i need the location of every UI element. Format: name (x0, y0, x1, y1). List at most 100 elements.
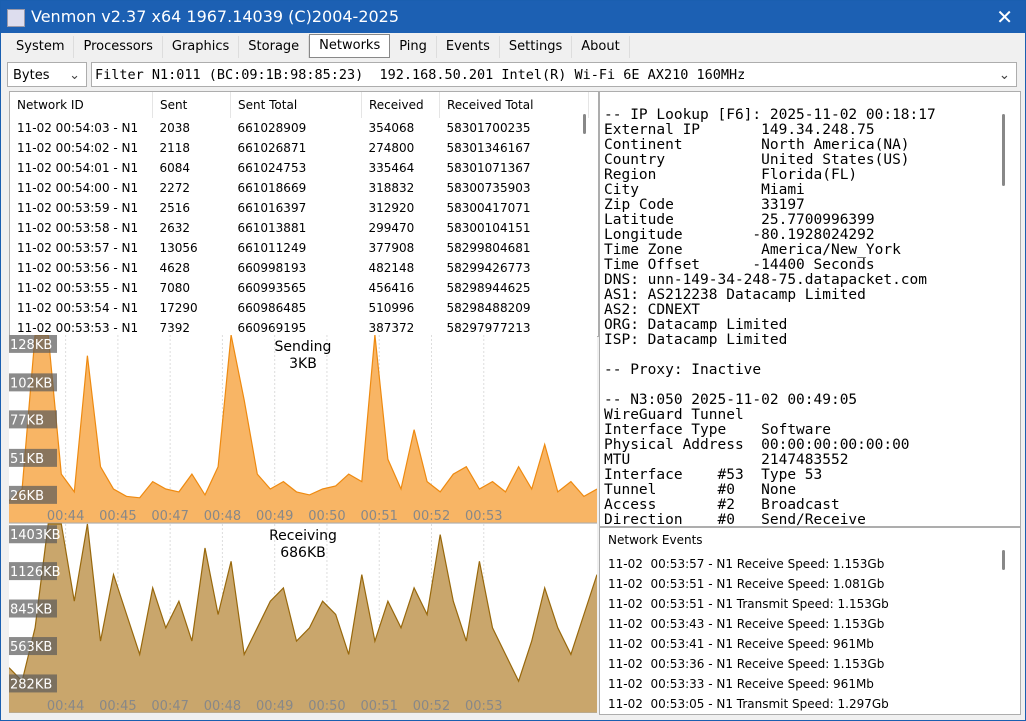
table-cell: 660986485 (237, 301, 307, 315)
info-line: Zip Code 33197 (604, 197, 805, 213)
column-header: Received (361, 92, 440, 118)
info-line: Continent North America(NA) (604, 137, 910, 153)
table-row[interactable]: 11-02 00:53:55 - N1 7080 660993565 456416 58… (10, 278, 589, 298)
y-tick-label: 282KB (10, 677, 52, 692)
tick-label-bg (9, 448, 57, 467)
table-cell: 661024753 (237, 161, 307, 175)
tab[interactable]: Ping (390, 36, 437, 58)
x-tick-label: 00:51 (360, 699, 397, 713)
info-line: -- Proxy: Inactive (604, 362, 762, 378)
table-cell: 58298944625 (446, 281, 531, 295)
table-cell: 2516 (159, 201, 191, 215)
info-line: Latitude 25.7700996399 (604, 212, 875, 228)
table-cell: 58299426773 (446, 261, 531, 275)
x-tick-label: 00:47 (151, 509, 188, 524)
table-row[interactable]: 11-02 00:53:53 - N1 7392 660969195 387372 58… (10, 318, 589, 336)
event-item: 11-02 00:53:51 - N1 Receive Speed: 1.081… (608, 577, 885, 591)
table-row[interactable]: 11-02 00:53:56 - N1 4628 660998193 482148 58… (10, 258, 589, 278)
table-row[interactable]: 11-02 00:53:54 - N1 17290 660986485 510996 5… (10, 298, 589, 318)
x-tick-label: 00:44 (47, 699, 84, 713)
tab[interactable]: Events (437, 36, 500, 58)
event-item: 11-02 00:53:41 - N1 Receive Speed: 961Mb (608, 637, 874, 651)
table-cell: 58297977213 (446, 321, 531, 335)
y-tick-label: 845KB (10, 603, 52, 618)
close-button[interactable]: ✕ (996, 5, 1013, 29)
table-cell: 274800 (368, 141, 415, 155)
table-cell: 11-02 00:53:53 - N1 (17, 321, 139, 335)
area-fill (9, 335, 597, 523)
area-fill (9, 524, 597, 713)
table-cell: 58301071367 (446, 161, 531, 175)
tab[interactable]: Processors (74, 36, 163, 58)
y-tick-label: 563KB (10, 640, 52, 655)
filter-value: Filter N1:011 (BC:09:1B:98:85:23) 192.16… (95, 67, 746, 83)
table-cell: 660969195 (237, 321, 307, 335)
table-row[interactable]: 11-02 00:53:57 - N1 13056 661011249 377908 5… (10, 238, 589, 258)
tick-label-bg (9, 335, 57, 353)
info-line: Time Zone America/New_York (604, 242, 901, 258)
chart-title: Receiving (269, 528, 337, 544)
table-row[interactable]: 11-02 00:54:00 - N1 2272 661018669 318832 58… (10, 178, 589, 198)
tab[interactable]: Storage (239, 36, 310, 58)
filter-select[interactable]: Filter N1:011 (BC:09:1B:98:85:23) 192.16… (91, 62, 1017, 87)
x-tick-label: 00:45 (99, 509, 136, 524)
tick-label-bg (9, 410, 57, 429)
tab[interactable]: Settings (500, 36, 573, 58)
table-row[interactable]: 11-02 00:54:03 - N1 2038 661028909 354068 58… (10, 118, 589, 138)
table-cell: 661026871 (237, 141, 307, 155)
tab[interactable]: About (572, 36, 630, 58)
info-line: DNS: unn-149-34-248-75.datapacket.com (604, 272, 928, 288)
table-cell: 661028909 (237, 121, 307, 135)
scrollbar[interactable] (1002, 114, 1005, 186)
table-row[interactable]: 11-02 00:54:02 - N1 2118 661026871 274800 58… (10, 138, 589, 158)
title-bar: Venmon v2.37 x64 1967.14039 (C)2004-2025… (1, 1, 1025, 33)
table-cell: 11-02 00:53:54 - N1 (17, 301, 139, 315)
x-tick-label: 00:50 (308, 699, 345, 713)
info-line: Interface Type Software (604, 422, 831, 438)
table-cell: 377908 (368, 241, 415, 255)
table-cell: 660993565 (237, 281, 307, 295)
table-cell: 11-02 00:54:01 - N1 (17, 161, 139, 175)
info-line: City Miami (604, 182, 805, 198)
info-line: Tunnel #0 None (604, 482, 797, 498)
tick-label-bg (9, 525, 57, 544)
table-cell: 2038 (159, 121, 191, 135)
table-cell: 7080 (159, 281, 191, 295)
table-row[interactable]: 11-02 00:53:59 - N1 2516 661016397 312920 58… (10, 198, 589, 218)
table-row[interactable]: 11-02 00:54:01 - N1 6084 661024753 335464 58… (10, 158, 589, 178)
scrollbar[interactable] (583, 114, 586, 134)
window-title: Venmon v2.37 x64 1967.14039 (C)2004-2025 (31, 7, 400, 26)
event-item: 11-02 00:53:51 - N1 Transmit Speed: 1.15… (608, 597, 889, 611)
x-tick-label: 00:50 (308, 509, 345, 524)
table-row[interactable]: 11-02 00:53:58 - N1 2632 661013881 299470 58… (10, 218, 589, 238)
table-cell: 661011249 (237, 241, 307, 255)
x-tick-label: 00:49 (256, 509, 293, 524)
x-tick-label: 00:52 (413, 509, 450, 524)
tick-label-bg (9, 485, 57, 504)
tick-label-bg (9, 674, 57, 693)
chart-subtitle: 686KB (280, 545, 326, 561)
table-cell: 17290 (159, 301, 198, 315)
table-cell: 510996 (368, 301, 415, 315)
table-cell: 11-02 00:53:55 - N1 (17, 281, 139, 295)
table-cell: 6084 (159, 161, 191, 175)
table-cell: 58301700235 (446, 121, 531, 135)
table-cell: 11-02 00:53:59 - N1 (17, 201, 139, 215)
table-cell: 58298488209 (446, 301, 531, 315)
info-line: -- IP Lookup [F6]: 2025-11-02 00:18:17 (604, 107, 936, 123)
units-select[interactable]: Bytes ⌄ (7, 62, 87, 87)
event-item: 11-02 00:53:57 - N1 Receive Speed: 1.153… (608, 557, 885, 571)
tab[interactable]: Graphics (163, 36, 240, 58)
tab[interactable]: System (7, 36, 75, 58)
x-tick-label: 00:52 (413, 699, 450, 713)
info-line: Direction #0 Send/Receive (604, 512, 866, 527)
x-tick-label: 00:53 (465, 509, 502, 524)
scrollbar[interactable] (1002, 550, 1005, 570)
tab[interactable]: Networks (309, 34, 391, 58)
tick-label-bg (9, 562, 57, 581)
info-line: WireGuard Tunnel (604, 407, 744, 423)
table-cell: 11-02 00:53:56 - N1 (17, 261, 139, 275)
network-table: Network ID Sent Sent Total Received Received… (9, 91, 599, 337)
event-item: 11-02 00:53:33 - N1 Receive Speed: 961Mb (608, 677, 874, 691)
table-cell: 299470 (368, 221, 415, 235)
